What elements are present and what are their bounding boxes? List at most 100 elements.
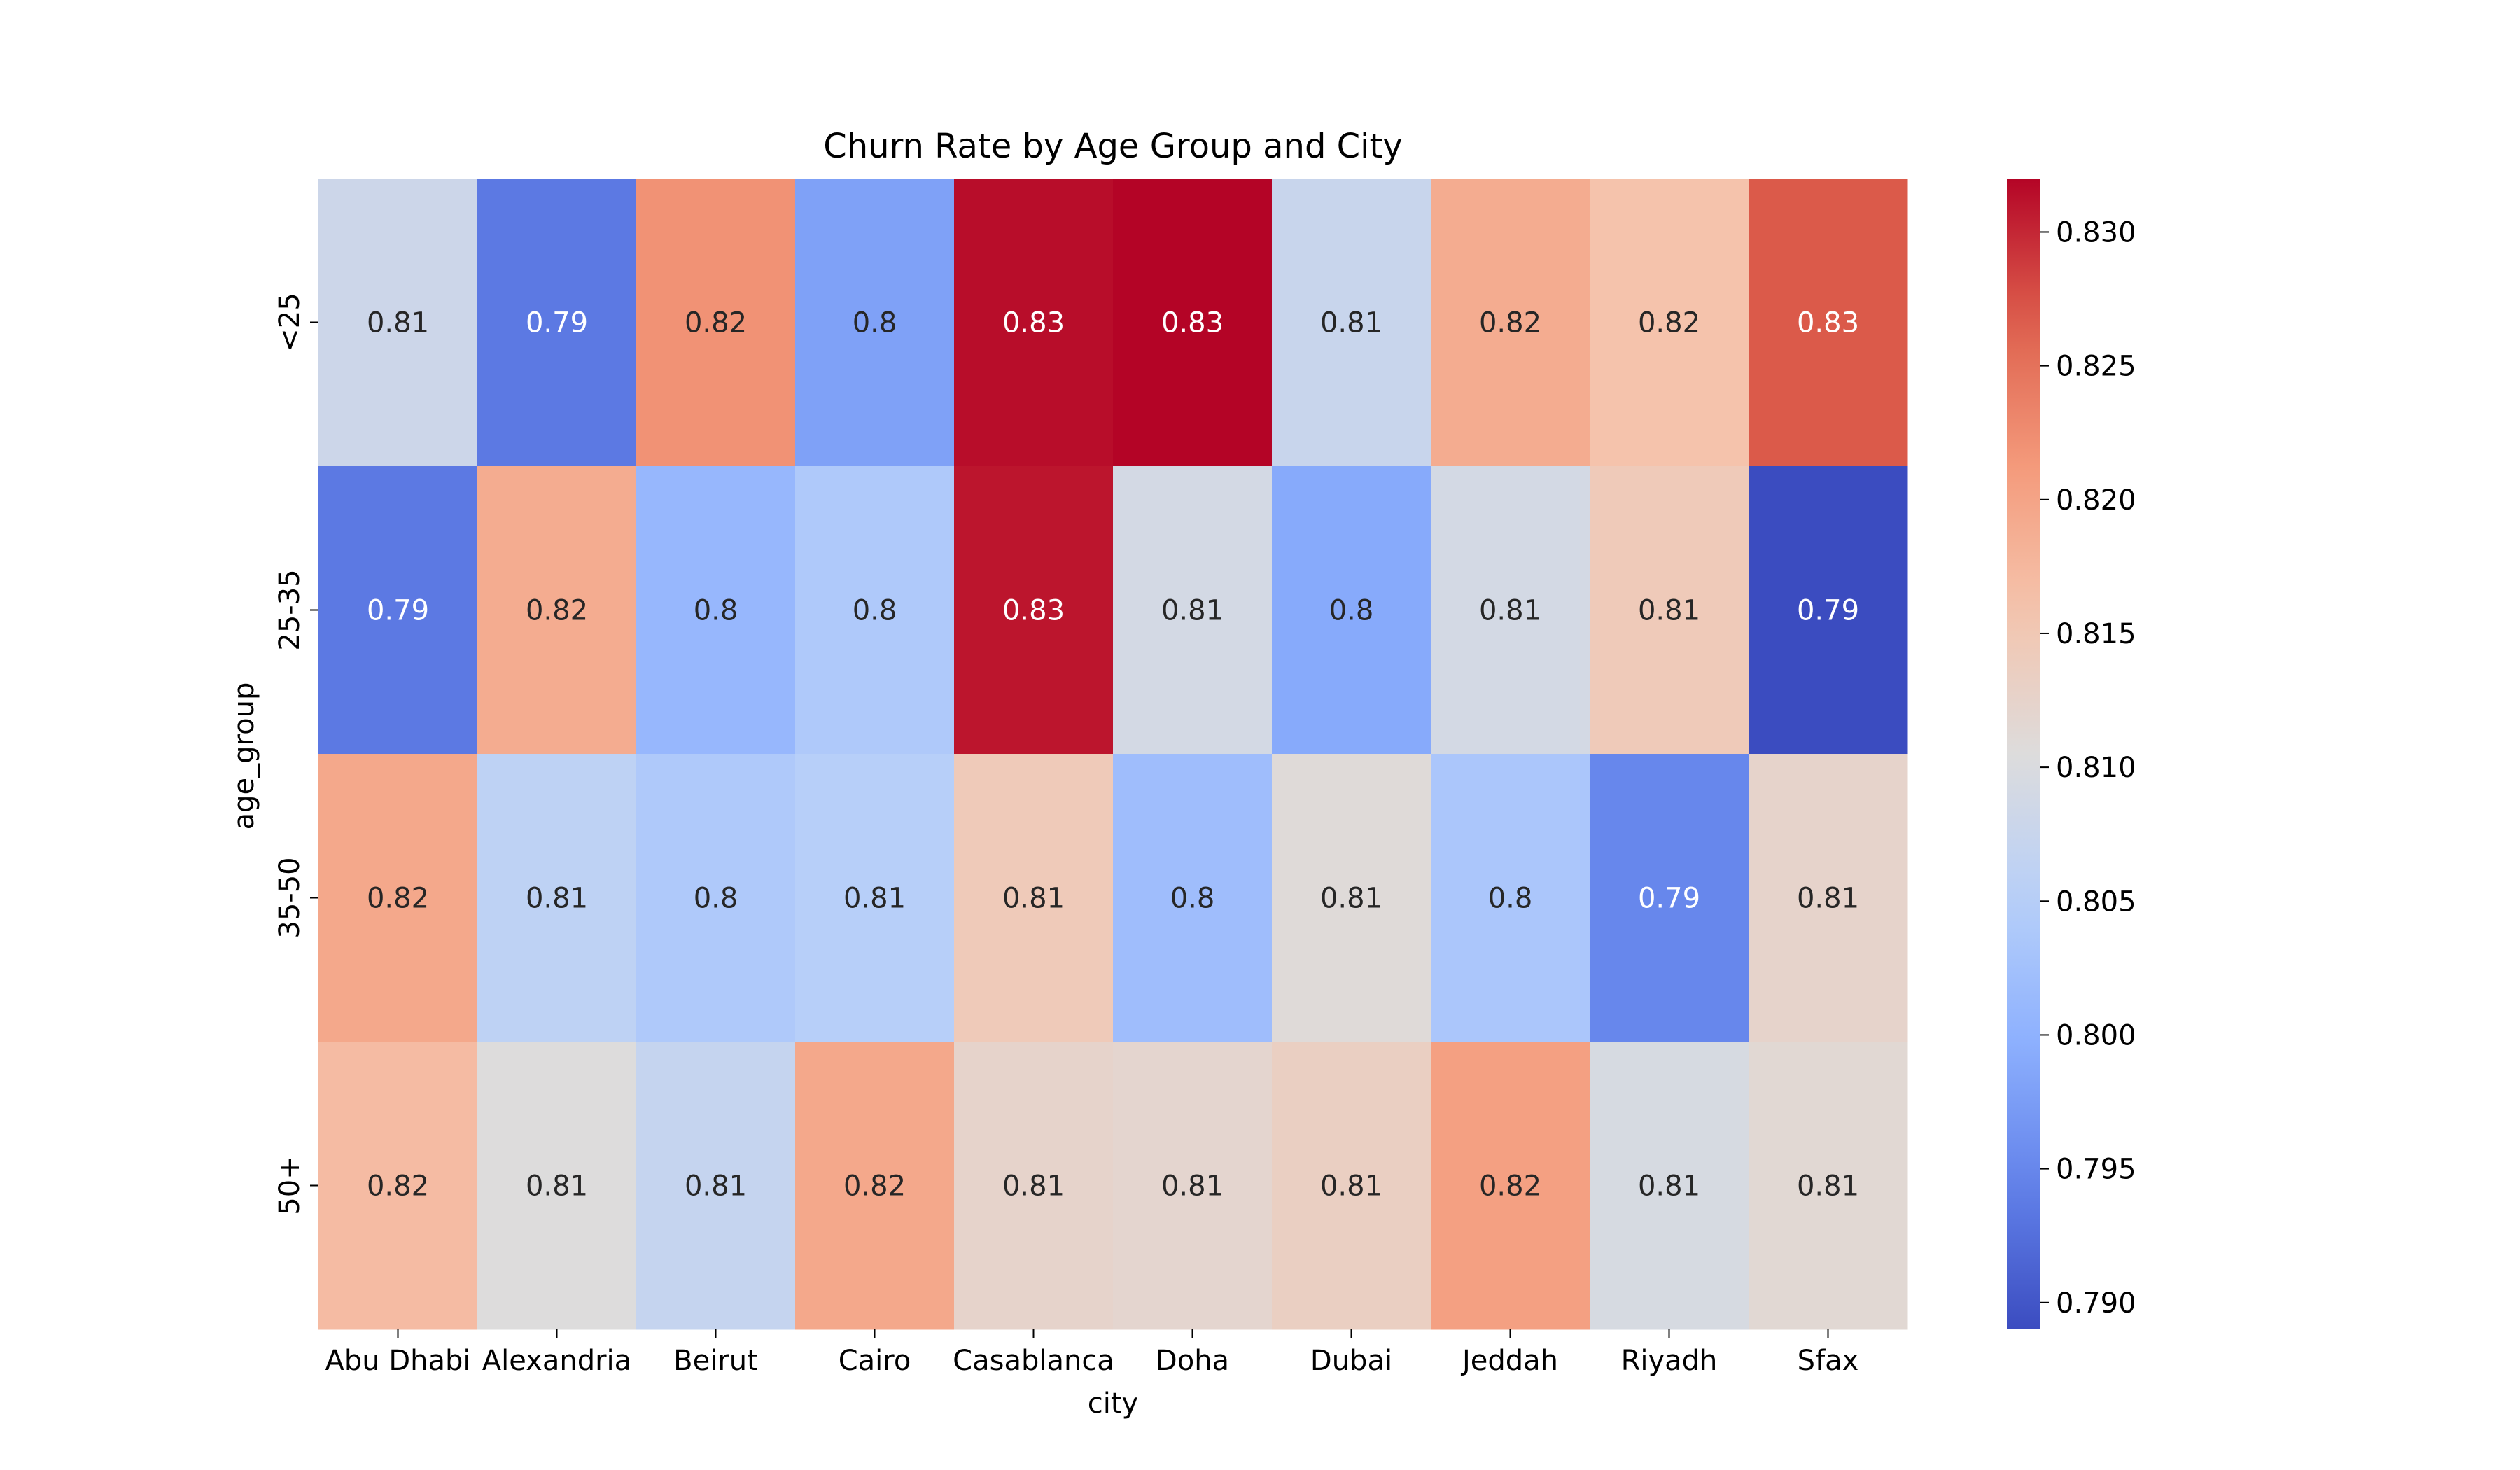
x-axis-label: city [1088, 1387, 1138, 1420]
heatmap-cell [636, 1042, 796, 1330]
heatmap-cell [954, 178, 1114, 467]
cell-annotation: 0.81 [526, 1170, 588, 1203]
cell-annotation: 0.8 [694, 595, 738, 627]
heatmap-cell [1590, 466, 1749, 755]
x-tick-label: Abu Dhabi [326, 1345, 471, 1377]
heatmap-cell [636, 754, 796, 1042]
heatmap-cell [1113, 466, 1273, 755]
cell-annotation: 0.81 [1479, 595, 1541, 627]
cell-annotation: 0.81 [526, 883, 588, 915]
colorbar-tick-label: 0.810 [2056, 752, 2136, 784]
cell-annotation: 0.81 [367, 307, 429, 340]
heatmap-cell [477, 466, 637, 755]
cell-annotation: 0.82 [1479, 1170, 1541, 1203]
cell-annotation: 0.81 [685, 1170, 747, 1203]
cell-annotation: 0.83 [1002, 307, 1065, 340]
heatmap-cell [1272, 754, 1432, 1042]
cell-annotation: 0.82 [367, 883, 429, 915]
cell-annotation: 0.8 [694, 883, 738, 915]
heatmap-cell [795, 1042, 955, 1330]
x-tick-label: Riyadh [1621, 1345, 1718, 1377]
cell-annotation: 0.8 [1488, 883, 1533, 915]
y-tick-label: 35-50 [274, 857, 306, 938]
colorbar-tick-label: 0.825 [2056, 351, 2136, 383]
heatmap-cell [954, 754, 1114, 1042]
cell-annotation: 0.81 [1161, 1170, 1224, 1203]
cell-annotation: 0.8 [853, 307, 897, 340]
heatmap-cell [1749, 1042, 1908, 1330]
cell-annotation: 0.81 [1002, 883, 1065, 915]
colorbar-tick-label: 0.800 [2056, 1019, 2136, 1051]
cell-annotation: 0.82 [526, 595, 588, 627]
cell-annotation: 0.81 [1638, 595, 1700, 627]
cell-annotation: 0.79 [367, 595, 429, 627]
colorbar-gradient [2007, 178, 2040, 1329]
cell-annotation: 0.81 [1161, 595, 1224, 627]
cell-annotation: 0.82 [1479, 307, 1541, 340]
colorbar-tick-label: 0.830 [2056, 216, 2136, 248]
cell-annotation: 0.82 [844, 1170, 906, 1203]
cell-annotation: 0.81 [844, 883, 906, 915]
heatmap-cell [477, 178, 637, 467]
heatmap-cell [1749, 466, 1908, 755]
colorbar-tick-label: 0.815 [2056, 618, 2136, 650]
cell-annotation: 0.81 [1320, 307, 1382, 340]
heatmap-cell [795, 178, 955, 467]
cell-annotation: 0.81 [1320, 1170, 1382, 1203]
cell-annotation: 0.83 [1797, 307, 1859, 340]
heatmap-cell [318, 1042, 478, 1330]
heatmap-cell [1431, 754, 1590, 1042]
cell-annotation: 0.79 [526, 307, 588, 340]
heatmap-cell [477, 754, 637, 1042]
y-axis: <25 25-35 35-50 50+ [274, 293, 318, 1215]
heatmap-cell [318, 178, 478, 467]
y-axis-label: age_group [228, 682, 260, 830]
cell-annotation: 0.79 [1638, 883, 1700, 915]
cell-annotation: 0.8 [1329, 595, 1374, 627]
cell-annotation: 0.8 [1170, 883, 1215, 915]
cell-annotation: 0.81 [1320, 883, 1382, 915]
heatmap-cell [1431, 178, 1590, 467]
x-tick-label: Alexandria [482, 1345, 631, 1377]
cell-annotation: 0.81 [1638, 1170, 1700, 1203]
heatmap-cell [1272, 466, 1432, 755]
heatmap-cell [954, 466, 1114, 755]
heatmap-cell [318, 466, 478, 755]
heatmap-cell [1749, 178, 1908, 467]
heatmap-cell [636, 466, 796, 755]
heatmap-cell [1431, 1042, 1590, 1330]
x-tick-label: Doha [1156, 1345, 1229, 1377]
cell-annotation: 0.82 [1638, 307, 1700, 340]
x-axis: Abu Dhabi Alexandria Beirut Cairo Casablanca… [326, 1329, 1858, 1377]
cell-annotation: 0.83 [1161, 307, 1224, 340]
heatmap-cell [1590, 1042, 1749, 1330]
colorbar-tick-label: 0.795 [2056, 1154, 2136, 1186]
heatmap-cell [1431, 466, 1590, 755]
colorbar-tick-label: 0.805 [2056, 886, 2136, 918]
heatmap-cell [1113, 754, 1273, 1042]
heatmap-cell [795, 466, 955, 755]
heatmap-cell [795, 754, 955, 1042]
colorbar-tick-label: 0.790 [2056, 1287, 2136, 1320]
cell-annotation: 0.82 [685, 307, 747, 340]
heatmap-cell [1113, 1042, 1273, 1330]
x-tick-label: Dubai [1310, 1345, 1392, 1377]
heatmap-cell [1590, 754, 1749, 1042]
cell-annotation: 0.81 [1797, 883, 1859, 915]
heatmap-cell [1590, 178, 1749, 467]
cell-annotation: 0.8 [853, 595, 897, 627]
heatmap-cell [1272, 1042, 1432, 1330]
heatmap-cell [636, 178, 796, 467]
y-tick-label: 25-35 [274, 569, 306, 650]
x-tick-label: Cairo [839, 1345, 911, 1377]
colorbar: 0.790 0.795 0.800 0.805 0.810 0.815 0.820 0.825… [2007, 178, 2136, 1329]
chart-title: Churn Rate by Age Group and City [823, 127, 1403, 166]
cell-annotations: 0.81 0.79 0.82 0.8 0.83 0.83 0.81 0.82 0.82 0.83 0… [367, 307, 1859, 1203]
y-tick-label: 50+ [274, 1156, 306, 1214]
x-tick-label: Casablanca [953, 1345, 1114, 1377]
heatmap-cell [1749, 754, 1908, 1042]
cell-annotation: 0.83 [1002, 595, 1065, 627]
cell-annotation: 0.82 [367, 1170, 429, 1203]
colorbar-tick-label: 0.820 [2056, 484, 2136, 517]
heatmap-cells [318, 178, 1908, 1330]
